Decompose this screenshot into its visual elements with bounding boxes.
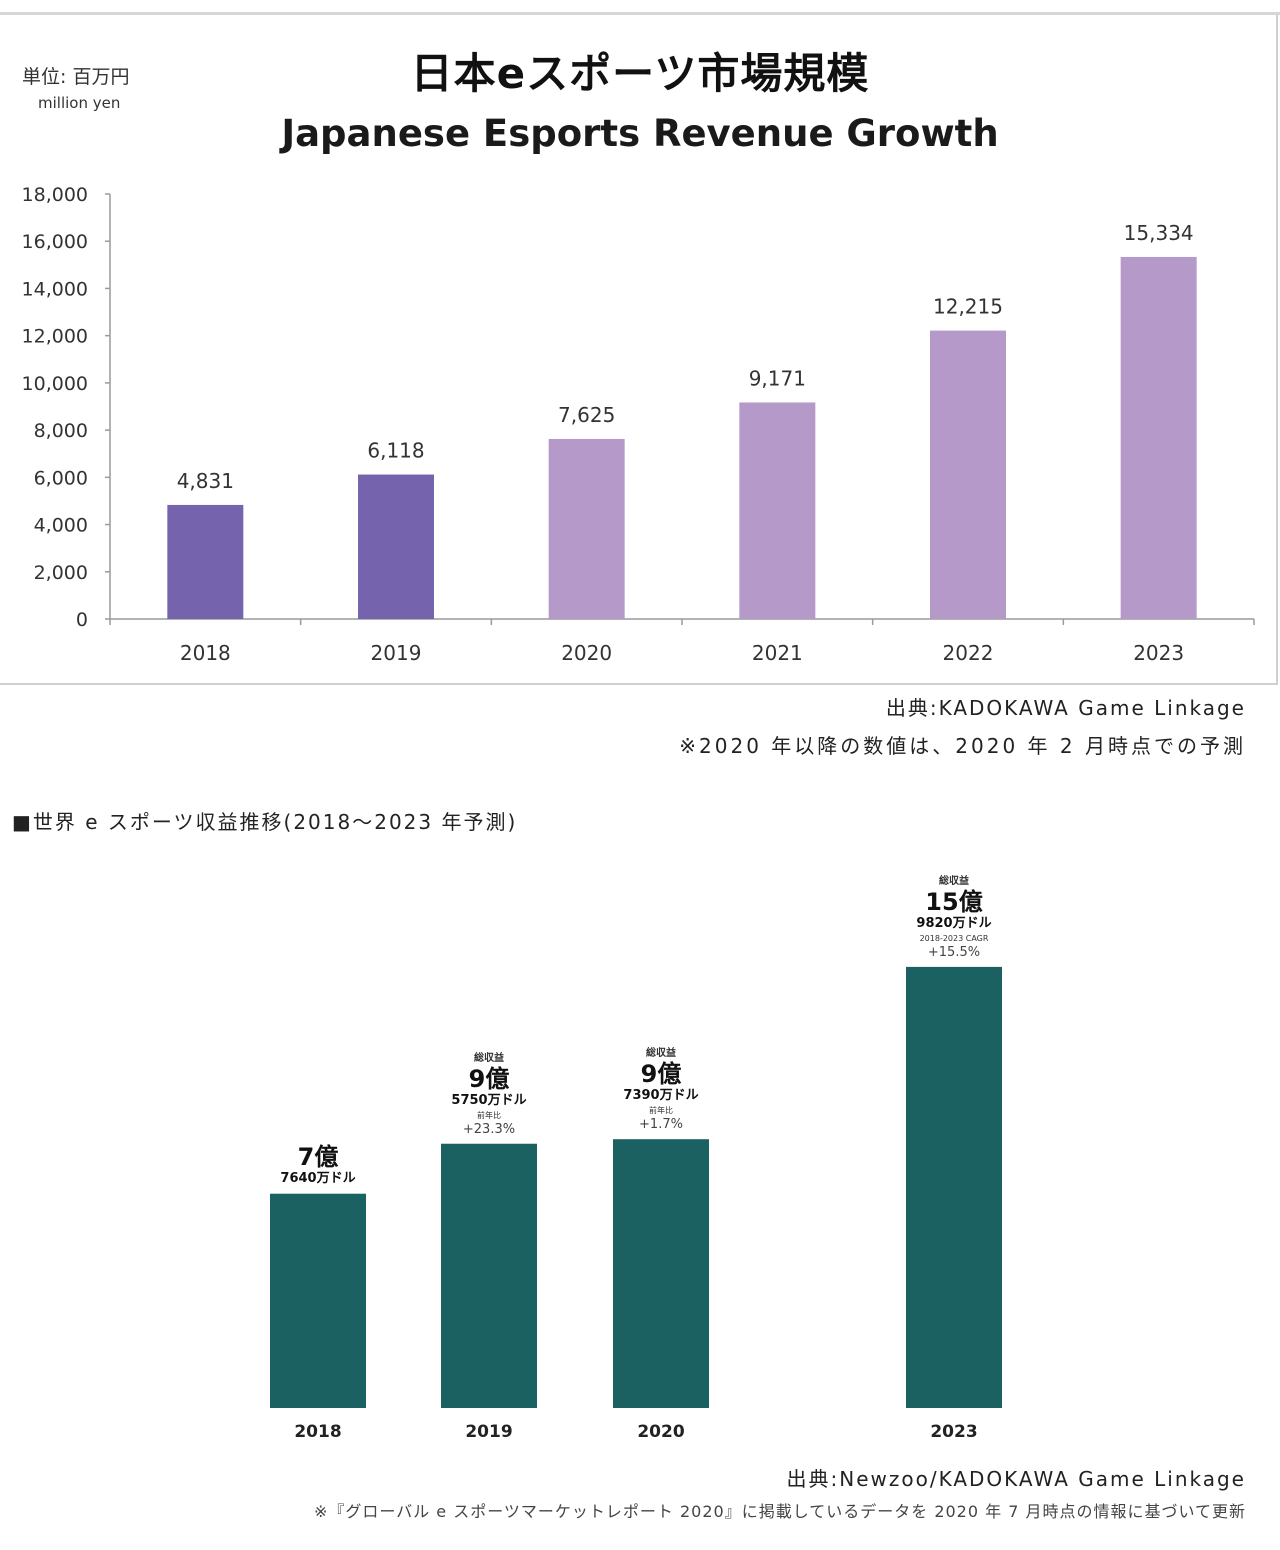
label-revenue-man: 9820万ドル xyxy=(916,915,992,931)
bar-2023 xyxy=(906,966,1002,1408)
label-growth-pct: +23.3% xyxy=(462,1121,516,1137)
y-tick-label: 10,000 xyxy=(22,373,88,395)
y-tick-label: 8,000 xyxy=(34,420,88,442)
chart1-title-jp: 日本eスポーツ市場規模 xyxy=(410,49,870,98)
x-tick-label-2023: 2023 xyxy=(1133,641,1184,665)
chart2-plot: 2018 2019 2020 2023 xyxy=(270,966,1002,1442)
label-revenue-oku: 9億 xyxy=(468,1064,510,1093)
x-tick-label-2021: 2021 xyxy=(752,641,803,665)
chart1-source: 出典:KADOKAWA Game Linkage xyxy=(885,696,1246,720)
chart2-note: ※『グローバル e スポーツマーケットレポート 2020』に掲載しているデータを… xyxy=(313,1502,1246,1521)
label-revenue-oku: 9億 xyxy=(640,1060,682,1089)
label-growth-pct: +1.7% xyxy=(639,1117,683,1133)
y-tick-label: 14,000 xyxy=(22,278,88,300)
bar-2019 xyxy=(358,474,434,619)
data-label-2020: 7,625 xyxy=(558,403,615,427)
label-total-revenue: 総収益 xyxy=(474,1052,504,1064)
bar-2019 xyxy=(441,1143,537,1408)
x-tick-label-2019: 2019 xyxy=(371,641,422,665)
label-total-revenue: 総収益 xyxy=(939,875,969,887)
label-growth-caption: 2018-2023 CAGR xyxy=(919,933,989,943)
x-tick-label-2018: 2018 xyxy=(294,1422,341,1442)
label-growth-caption: 前年比 xyxy=(649,1106,673,1116)
bar-2018 xyxy=(270,1193,366,1408)
chart2-data-label-2019: 総収益 9億 5750万ドル前年比 +23.3% xyxy=(409,1052,569,1138)
chart2-data-label-2023: 総収益 15億 9820万ドル 2018-2023 CAGR +15.5% xyxy=(874,875,1034,961)
y-tick-label: 6,000 xyxy=(34,467,88,489)
x-tick-label-2018: 2018 xyxy=(180,641,231,665)
y-tick-label: 12,000 xyxy=(22,326,88,348)
top-rule xyxy=(0,12,1280,15)
data-label-2019: 6,118 xyxy=(367,439,424,463)
bar-2020 xyxy=(613,1139,709,1408)
label-growth-pct: +15.5% xyxy=(927,944,981,960)
label-revenue-man: 7640万ドル xyxy=(280,1170,356,1186)
x-tick-label-2020: 2020 xyxy=(561,641,612,665)
x-tick-label-2019: 2019 xyxy=(465,1422,512,1442)
bar-2020 xyxy=(548,438,625,619)
label-revenue-oku: 7億 xyxy=(297,1142,339,1171)
bar-2021 xyxy=(739,402,816,619)
chart1-plot: 0 2,000 4,000 6,000 8,000 10,000 12,000 14,000 1… xyxy=(22,184,1255,665)
chart2-source: 出典:Newzoo/KADOKAWA Game Linkage xyxy=(786,1467,1246,1491)
label-revenue-oku: 15億 xyxy=(925,887,983,916)
y-tick-label: 0 xyxy=(76,609,88,631)
data-label-2018: 4,831 xyxy=(177,469,234,493)
y-tick-label: 16,000 xyxy=(22,231,88,253)
chart1-unit-jp: 単位: 百万円 xyxy=(22,66,130,88)
label-total-revenue: 総収益 xyxy=(646,1048,676,1060)
y-tick-label: 2,000 xyxy=(34,562,88,584)
label-revenue-man: 5750万ドル xyxy=(451,1092,527,1108)
bar-2018 xyxy=(167,504,244,619)
x-tick-label-2023: 2023 xyxy=(930,1422,977,1442)
chart2-data-label-2020: 総収益 9億 7390万ドル前年比 +1.7% xyxy=(581,1047,741,1133)
data-label-2021: 9,171 xyxy=(749,366,806,390)
x-tick-label-2022: 2022 xyxy=(943,641,994,665)
bar-2022 xyxy=(930,330,1006,619)
data-label-2022: 12,215 xyxy=(933,295,1003,319)
chart1-title-en: Japanese Esports Revenue Growth xyxy=(281,112,999,155)
y-tick-label: 4,000 xyxy=(34,515,88,537)
chart2-heading: ■世界 e スポーツ収益推移(2018〜2023 年予測) xyxy=(12,810,518,834)
chart2-data-label-2018: 7億 7640万ドル xyxy=(238,1144,398,1188)
y-tick-label: 18,000 xyxy=(22,184,88,206)
chart1-frame xyxy=(0,14,1278,685)
label-revenue-man: 7390万ドル xyxy=(623,1088,699,1104)
data-label-2023: 15,334 xyxy=(1124,221,1194,245)
chart1-unit-en: million yen xyxy=(38,94,121,112)
bar-2023 xyxy=(1120,256,1197,619)
label-growth-caption: 前年比 xyxy=(477,1110,501,1120)
chart1-note: ※2020 年以降の数値は、2020 年 2 月時点での予測 xyxy=(679,734,1246,758)
x-tick-label-2020: 2020 xyxy=(637,1422,684,1442)
